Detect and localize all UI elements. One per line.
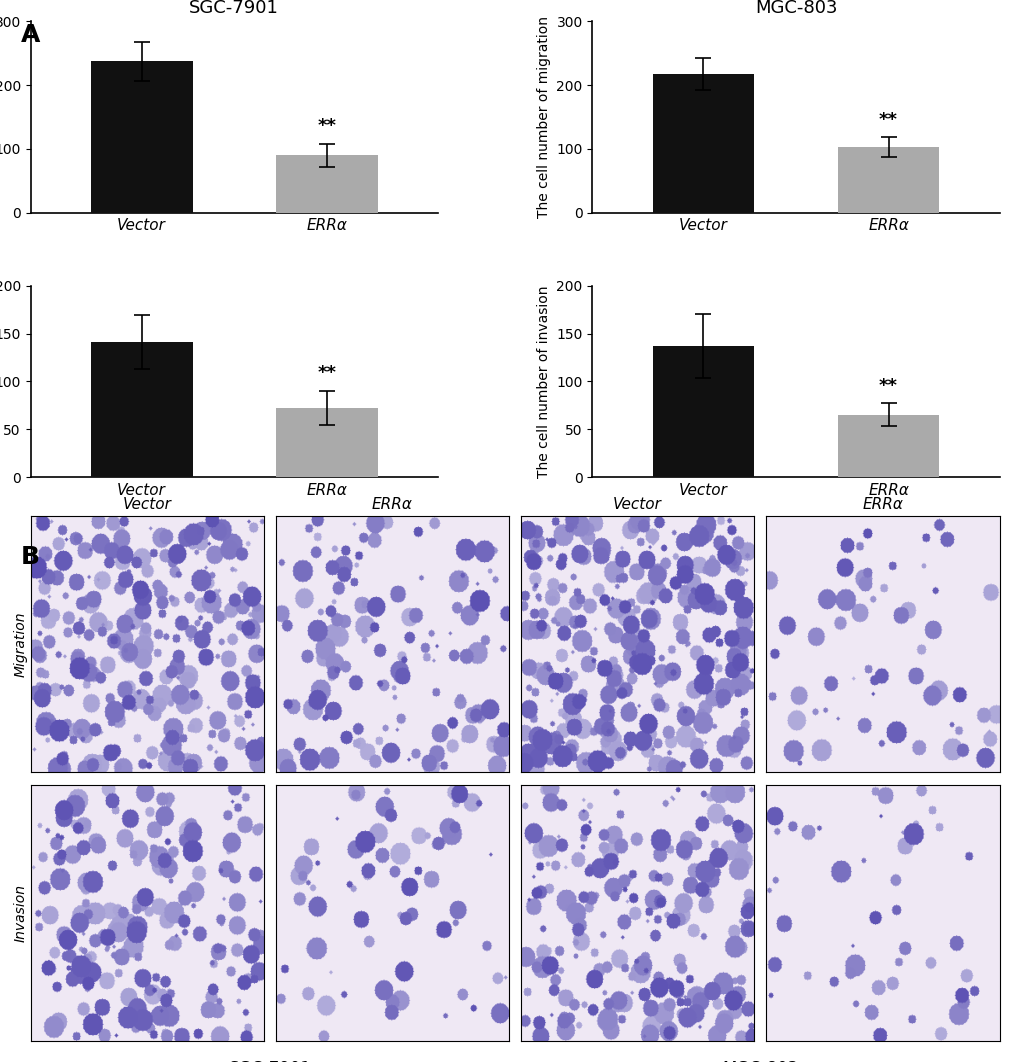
Text: MGC-803: MGC-803 bbox=[721, 1060, 798, 1062]
Text: ERRα: ERRα bbox=[372, 497, 413, 512]
Bar bbox=[652, 73, 754, 212]
Bar bbox=[91, 342, 193, 477]
Text: Migration: Migration bbox=[13, 612, 28, 678]
Text: A: A bbox=[20, 23, 40, 48]
Title: MGC-803: MGC-803 bbox=[754, 0, 837, 17]
Text: B: B bbox=[20, 545, 40, 569]
Text: **: ** bbox=[317, 364, 336, 382]
Bar bbox=[652, 346, 754, 477]
Text: Invasion: Invasion bbox=[13, 884, 28, 942]
Text: Vector: Vector bbox=[612, 497, 661, 512]
Text: **: ** bbox=[878, 377, 897, 395]
Bar bbox=[275, 408, 377, 477]
Bar bbox=[275, 155, 377, 212]
Text: ERRα: ERRα bbox=[862, 497, 903, 512]
Y-axis label: The cell number of invasion: The cell number of invasion bbox=[536, 286, 550, 478]
Text: SGC-7901: SGC-7901 bbox=[228, 1060, 311, 1062]
Text: **: ** bbox=[317, 117, 336, 135]
Title: SGC-7901: SGC-7901 bbox=[190, 0, 279, 17]
Bar bbox=[837, 147, 938, 212]
Y-axis label: The cell number of migration: The cell number of migration bbox=[536, 16, 550, 218]
Text: Vector: Vector bbox=[122, 497, 171, 512]
Bar bbox=[91, 62, 193, 212]
Bar bbox=[837, 415, 938, 477]
Text: **: ** bbox=[878, 110, 897, 129]
